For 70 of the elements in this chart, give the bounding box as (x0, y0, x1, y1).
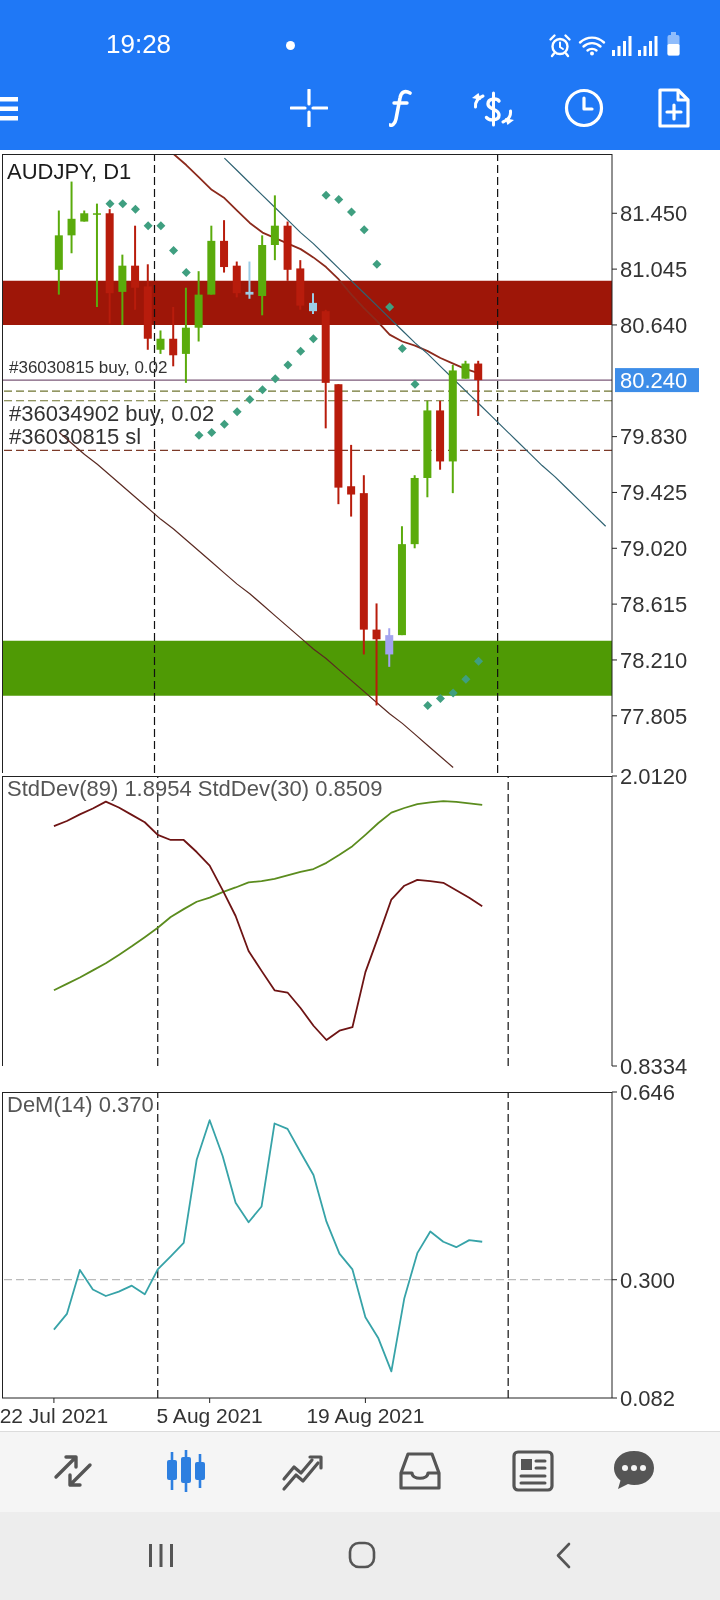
point (207, 427, 217, 437)
point (169, 246, 179, 255)
candlestick (270, 194, 279, 262)
point (283, 360, 293, 370)
candlestick (156, 329, 165, 355)
line-series (223, 157, 607, 527)
point (118, 199, 128, 209)
point (334, 194, 344, 204)
point (461, 674, 471, 684)
y-tick-label: 80.640 (620, 312, 688, 338)
point (270, 374, 280, 384)
point (258, 385, 268, 395)
candlestick (67, 180, 76, 255)
candlestick (245, 260, 254, 300)
point (359, 225, 369, 235)
y-tick-label: 0.082 (620, 1385, 676, 1411)
line-series (53, 1119, 484, 1373)
y-tick-label: 81.045 (620, 256, 688, 282)
point (143, 221, 153, 231)
ref-line-label: #36030815 buy, 0.02 (9, 358, 168, 378)
point (308, 334, 318, 344)
point (448, 688, 458, 698)
y-tick-label: 2.0120 (620, 763, 688, 789)
ref-line-label: 80.240 (620, 368, 688, 394)
point (372, 259, 382, 269)
y-tick-label: 81.450 (620, 201, 688, 227)
y-tick-label: 0.646 (620, 1079, 676, 1105)
point (474, 656, 484, 666)
point (435, 694, 445, 704)
y-tick-label: 79.425 (620, 480, 688, 506)
point (245, 394, 255, 404)
y-tick-label: 77.805 (620, 703, 688, 729)
point (194, 430, 204, 440)
point (410, 379, 420, 389)
point (130, 204, 140, 214)
line-series (53, 800, 484, 1041)
x-tick-label: 22 Jul 2021 (0, 1404, 109, 1427)
x-tick-label: 19 Aug 2021 (306, 1404, 425, 1427)
point (423, 700, 433, 710)
y-tick-label: 0.300 (620, 1267, 676, 1293)
point (321, 190, 331, 200)
y-tick-label: 78.210 (620, 647, 688, 673)
point (181, 268, 191, 278)
x-tick-label: 5 Aug 2021 (156, 1404, 263, 1427)
y-tick-label: 79.830 (620, 424, 688, 450)
candlestick (474, 359, 483, 417)
point (385, 302, 395, 312)
chart-title: AUDJPY, D1 (7, 159, 132, 185)
point (219, 419, 229, 429)
point (156, 221, 166, 231)
point (346, 207, 356, 217)
y-tick-label: 79.020 (620, 536, 688, 562)
line-series (53, 800, 484, 992)
candlestick (309, 292, 317, 315)
point (397, 343, 407, 353)
candlestick (372, 602, 381, 707)
point (296, 346, 306, 356)
candlestick (169, 306, 178, 368)
chart-title: StdDev(89) 1.8954 StdDev(30) 0.8509 (7, 776, 383, 802)
candlestick (131, 224, 140, 311)
chart-title: DeM(14) 0.370 (7, 1092, 154, 1118)
y-tick-label: 78.615 (620, 591, 688, 617)
text: 19:28 (106, 29, 172, 59)
point (105, 199, 115, 209)
ref-line-label: #36034902 buy, 0.02 (9, 400, 215, 426)
point (232, 407, 242, 417)
candlestick (347, 443, 356, 518)
candlestick (385, 627, 394, 668)
candlestick (92, 202, 101, 309)
y-tick-label: 0.8334 (620, 1053, 688, 1079)
